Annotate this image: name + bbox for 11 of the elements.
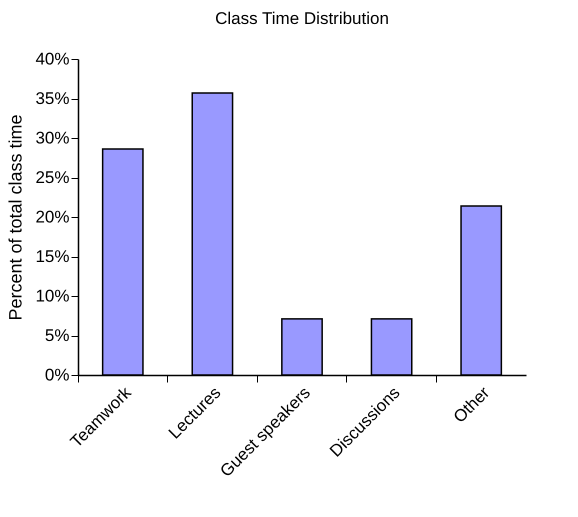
y-tick-label: 10% bbox=[35, 286, 70, 306]
y-tick-label: 35% bbox=[35, 89, 70, 108]
y-tick-label: 30% bbox=[35, 128, 70, 148]
y-axis-title: Percent of total class time bbox=[5, 114, 26, 321]
y-tick-label: 5% bbox=[44, 326, 70, 345]
chart-title: Class Time Distribution bbox=[215, 9, 389, 28]
y-tick-label: 25% bbox=[35, 168, 70, 187]
y-tick-label: 40% bbox=[35, 50, 70, 68]
y-tick-label: 0% bbox=[44, 366, 70, 384]
y-tick-label: 15% bbox=[35, 247, 70, 266]
y-tick-label: 20% bbox=[35, 208, 70, 226]
